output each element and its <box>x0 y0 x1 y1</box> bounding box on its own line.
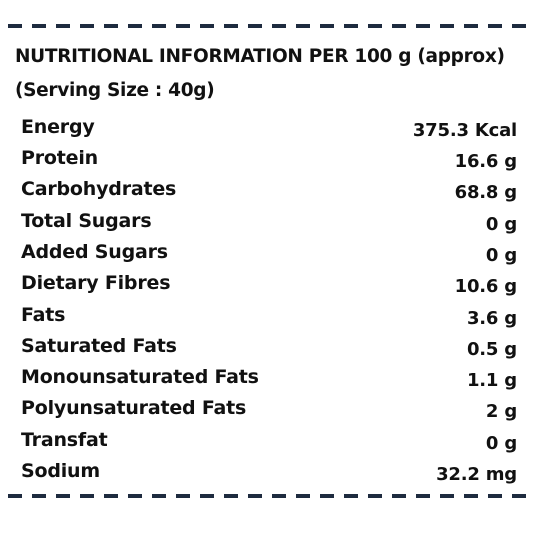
nutrient-row-carbohydrates: Carbohydrates 68.8 g <box>21 178 517 204</box>
nutrient-row-saturated-fats: Saturated Fats 0.5 g <box>21 335 517 361</box>
nutrient-row-monounsaturated-fats: Monounsaturated Fats 1.1 g <box>21 366 517 392</box>
nutrient-row-fats: Fats 3.6 g <box>21 304 517 330</box>
serving-size: (Serving Size : 40g) <box>15 80 215 101</box>
nutrient-label: Carbohydrates <box>21 178 177 200</box>
nutrient-row-energy: Energy 375.3 Kcal <box>21 116 517 142</box>
nutrient-label: Monounsaturated Fats <box>21 366 259 388</box>
nutrient-row-sodium: Sodium 32.2 mg <box>21 460 517 486</box>
nutrient-row-dietary-fibres: Dietary Fibres 10.6 g <box>21 272 517 298</box>
nutrient-value: 10.6 g <box>454 276 518 297</box>
nutrient-row-protein: Protein 16.6 g <box>21 147 517 173</box>
nutrient-value: 3.6 g <box>466 308 517 329</box>
nutrient-row-total-sugars: Total Sugars 0 g <box>21 210 517 236</box>
nutrient-value: 1.1 g <box>466 370 517 391</box>
nutrient-label: Total Sugars <box>21 210 152 232</box>
nutrient-label: Dietary Fibres <box>21 272 171 294</box>
nutrient-value: 68.8 g <box>454 182 518 203</box>
nutrient-value: 375.3 Kcal <box>412 120 517 141</box>
nutrient-value: 0 g <box>485 433 517 454</box>
nutrient-label: Protein <box>21 147 98 169</box>
top-dashed-border <box>8 24 530 28</box>
nutrient-value: 0 g <box>485 245 517 266</box>
nutrient-value: 32.2 mg <box>436 464 517 485</box>
nutrient-label: Saturated Fats <box>21 335 177 357</box>
nutrient-label: Polyunsaturated Fats <box>21 397 247 419</box>
nutrient-row-added-sugars: Added Sugars 0 g <box>21 241 517 267</box>
nutrient-value: 2 g <box>485 401 517 422</box>
nutrient-label: Sodium <box>21 460 100 482</box>
nutrient-row-transfat: Transfat 0 g <box>21 429 517 455</box>
nutrient-label: Fats <box>21 304 66 326</box>
nutrient-row-polyunsaturated-fats: Polyunsaturated Fats 2 g <box>21 397 517 423</box>
nutrient-value: 0 g <box>485 214 517 235</box>
nutrient-value: 16.6 g <box>454 151 518 172</box>
nutrient-value: 0.5 g <box>466 339 517 360</box>
nutrient-label: Transfat <box>21 429 108 451</box>
bottom-dashed-border <box>8 494 530 498</box>
nutrient-label: Energy <box>21 116 95 138</box>
nutrient-label: Added Sugars <box>21 241 168 263</box>
nutrition-title: NUTRITIONAL INFORMATION PER 100 g (appro… <box>15 46 505 67</box>
